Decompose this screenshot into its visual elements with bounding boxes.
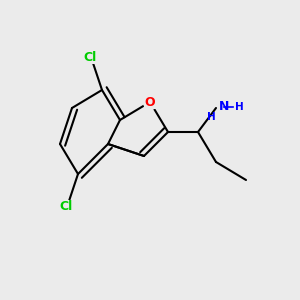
Text: Cl: Cl xyxy=(83,50,97,64)
Text: Cl: Cl xyxy=(59,200,73,214)
Text: O: O xyxy=(145,95,155,109)
Text: H: H xyxy=(236,101,244,112)
Text: H: H xyxy=(207,112,216,122)
Text: N: N xyxy=(219,100,230,113)
